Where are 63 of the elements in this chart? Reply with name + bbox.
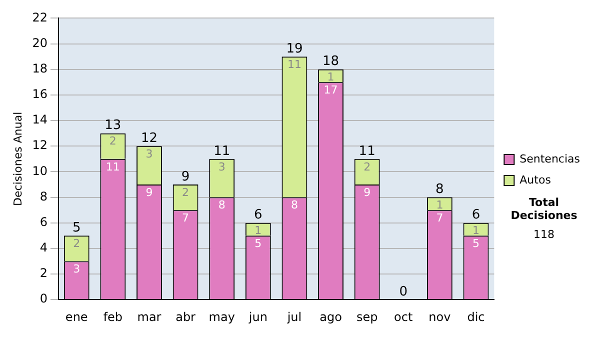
y-tick-label: 18: [32, 61, 48, 76]
data-label: 5: [472, 237, 480, 250]
data-label: 7: [436, 211, 444, 224]
total-label: 6: [472, 208, 480, 223]
data-label: 1: [327, 70, 334, 84]
data-label: 3: [146, 147, 153, 160]
total-label: 6: [254, 208, 262, 223]
x-tick-label: may: [208, 310, 235, 324]
data-label: 1: [436, 198, 444, 212]
data-label: 1: [254, 224, 262, 238]
data-label: 8: [218, 198, 226, 212]
y-axis-title: Decisiones Anual: [11, 112, 24, 206]
y-tick-label: 4: [40, 240, 48, 255]
x-tick-label: jul: [286, 310, 302, 324]
total-label: 8: [436, 182, 444, 198]
x-tick-label: mar: [137, 310, 162, 324]
data-label: 17: [324, 84, 338, 97]
legend-label: Sentencias: [520, 152, 580, 166]
x-tick-label: abr: [176, 310, 196, 324]
data-label: 2: [109, 134, 116, 148]
data-label: 1: [472, 224, 480, 238]
x-tick-label: ago: [320, 310, 342, 324]
data-label: 2: [73, 237, 80, 250]
data-label: 3: [218, 160, 226, 174]
data-label: 8: [290, 198, 298, 212]
x-tick-label: dic: [467, 310, 485, 324]
total-label: 5: [72, 220, 81, 236]
x-tick-label: ene: [65, 310, 88, 324]
y-tick-label: 16: [32, 87, 48, 102]
data-label: 11: [287, 58, 302, 71]
y-tick-label: 8: [40, 189, 48, 204]
total-label: 11: [358, 144, 376, 159]
x-tick-label: sep: [356, 310, 378, 324]
x-tick-label: feb: [103, 310, 123, 324]
text: Total Decisiones: [510, 196, 578, 222]
y-tick-label: 2: [40, 266, 48, 280]
y-tick-label: 20: [32, 36, 48, 50]
total-label: 13: [104, 118, 122, 134]
data-label: 11: [106, 160, 120, 174]
data-label: 2: [182, 186, 190, 199]
total-label: 9: [181, 169, 190, 184]
total-label: 0: [399, 284, 408, 300]
data-label: 3: [73, 262, 80, 276]
total-label: 12: [140, 130, 158, 146]
total-label: 19: [286, 41, 303, 56]
x-tick-label: oct: [394, 310, 413, 324]
total-label: 11: [214, 144, 230, 159]
x-tick-label: jun: [248, 310, 268, 324]
total-label: 18: [322, 54, 340, 70]
text: 118: [532, 228, 556, 241]
data-label: 9: [146, 186, 153, 199]
data-label: 9: [364, 186, 371, 199]
y-tick-label: 6: [40, 214, 48, 229]
y-tick-label: 12: [32, 138, 48, 152]
x-tick-label: nov: [428, 310, 451, 324]
y-tick-label: 10: [32, 164, 48, 178]
legend-label: Autos: [520, 173, 552, 186]
data-label: 5: [254, 237, 262, 250]
y-tick-label: 0: [40, 292, 48, 306]
y-tick-label: 14: [32, 112, 48, 127]
data-label: 7: [182, 211, 190, 224]
data-label: 2: [364, 160, 371, 174]
y-tick-label: 22: [32, 10, 48, 24]
